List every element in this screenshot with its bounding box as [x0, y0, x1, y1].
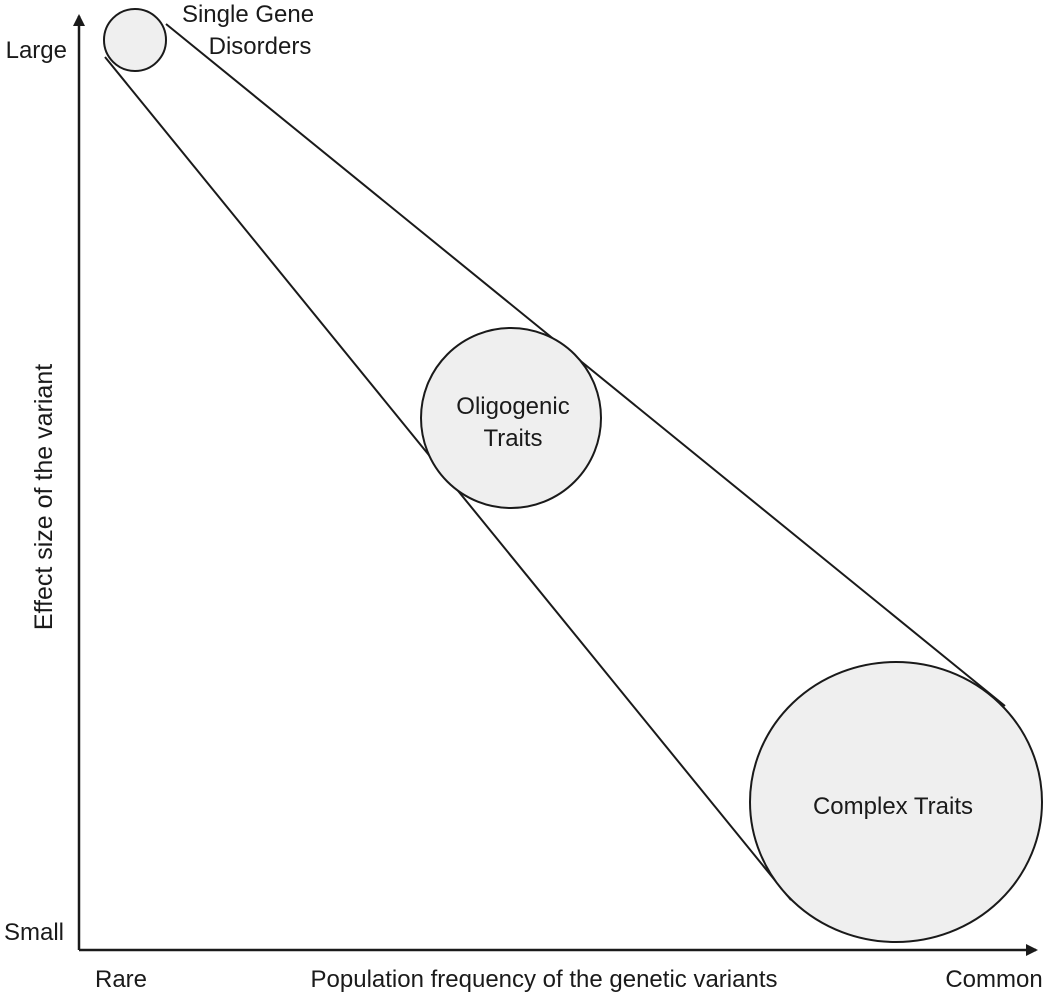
x-axis-right-label: Common [945, 966, 1042, 993]
oligogenic-label-line2: Traits [483, 425, 542, 452]
cone-upper-edge [165, 23, 1006, 707]
y-axis-bottom-label: Small [4, 919, 64, 946]
single-gene-circle [103, 8, 167, 72]
complex-traits-circle [749, 661, 1043, 943]
single-gene-label-line2: Disorders [209, 33, 312, 60]
oligogenic-circle [420, 327, 602, 509]
complex-traits-label: Complex Traits [813, 793, 973, 820]
x-axis-title: Population frequency of the genetic vari… [311, 966, 778, 993]
oligogenic-label-line1: Oligogenic [456, 393, 569, 420]
y-axis-top-label: Large [6, 37, 67, 64]
single-gene-label-line1: Single Gene [182, 1, 314, 28]
y-axis-title: Effect size of the variant [30, 364, 58, 630]
x-axis-left-label: Rare [95, 966, 147, 993]
